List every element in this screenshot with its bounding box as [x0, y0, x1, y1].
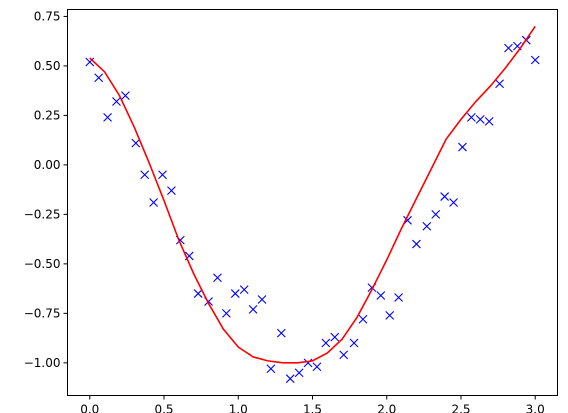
data-point [504, 43, 513, 53]
x-tick-label: 3.0 [526, 403, 545, 413]
x-tick-label: 1.5 [303, 403, 322, 413]
y-tick-label: 0.75 [34, 9, 61, 23]
data-point [394, 293, 404, 302]
data-point [321, 338, 331, 348]
data-point [103, 112, 112, 122]
data-point [466, 112, 476, 122]
data-point [349, 338, 359, 348]
y-tick-label: −0.25 [24, 207, 61, 221]
data-point [530, 55, 540, 65]
y-tick-label: −1.00 [24, 356, 61, 370]
y-tick-label: −0.75 [24, 306, 61, 320]
data-point [339, 350, 349, 360]
data-point [121, 91, 130, 100]
data-point [495, 79, 504, 89]
data-point [458, 142, 467, 152]
data-point [193, 289, 203, 298]
y-tick-label: 0.25 [34, 108, 61, 122]
data-point [276, 328, 286, 338]
data-point [140, 170, 150, 180]
x-tick-label: 0.0 [80, 403, 99, 413]
data-point [112, 97, 121, 106]
y-tick-label: −0.50 [24, 257, 61, 271]
fit-line [89, 25, 536, 364]
data-point [213, 273, 222, 283]
data-point [131, 138, 141, 148]
data-point [412, 239, 421, 249]
data-point [266, 364, 276, 374]
data-point [475, 114, 485, 124]
data-point [94, 73, 104, 83]
data-point [294, 368, 304, 378]
data-point [330, 332, 340, 342]
data-point [440, 192, 450, 201]
data-point [149, 198, 159, 207]
y-tick-label: 0.50 [34, 59, 61, 73]
x-tick-label: 2.0 [377, 403, 396, 413]
data-point [303, 358, 313, 368]
x-tick-label: 0.5 [154, 403, 173, 413]
data-point [431, 209, 441, 219]
data-point [376, 291, 386, 300]
data-point [449, 198, 458, 207]
data-point [230, 289, 240, 298]
x-tick-label: 2.5 [451, 403, 470, 413]
data-point [312, 362, 322, 372]
data-point [239, 285, 249, 294]
data-point [85, 57, 95, 67]
data-point [358, 314, 368, 324]
plot-area [85, 25, 540, 384]
data-point [221, 308, 231, 318]
data-point [158, 170, 167, 180]
data-point [285, 374, 295, 384]
axes: 0.0 0.5 1.0 1.5 2.0 2.5 3.0 0.75 0.50 0.25 0.00 −0.… [24, 9, 545, 413]
y-tick-label: 0.00 [34, 158, 61, 172]
data-point [422, 221, 432, 231]
data-point [257, 295, 267, 304]
data-point [385, 310, 395, 320]
data-point [167, 186, 176, 196]
data-point [484, 116, 494, 126]
data-point [248, 305, 258, 314]
x-tick-label: 1.0 [229, 403, 248, 413]
